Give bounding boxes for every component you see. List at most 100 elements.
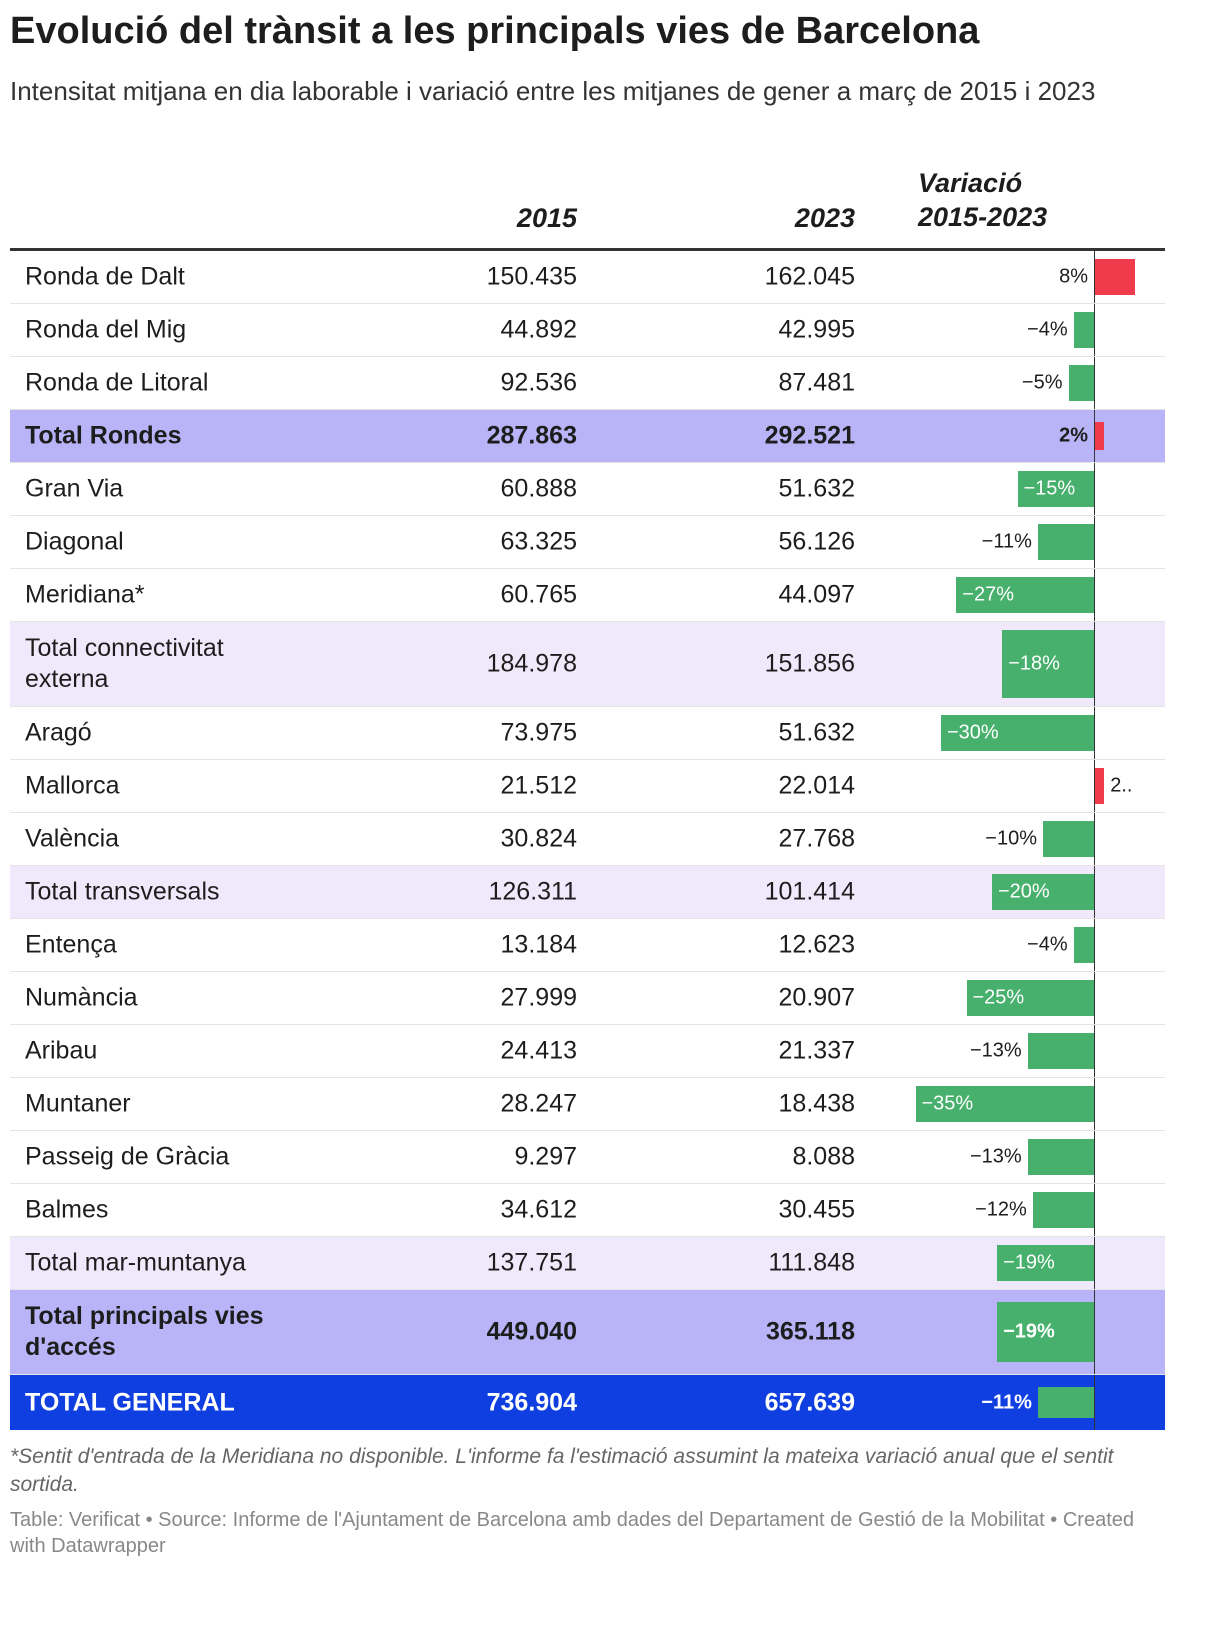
table-row: Meridiana* 60.765 44.097 −27% bbox=[10, 569, 1165, 622]
cell-2023: 42.995 bbox=[778, 315, 855, 344]
zero-line bbox=[1094, 707, 1095, 759]
table-row: Total transversals 126.311 101.414 −20% bbox=[10, 866, 1165, 919]
table-row: Numància 27.999 20.907 −25% bbox=[10, 972, 1165, 1025]
table-row: Total connectivitat externa 184.978 151.85… bbox=[10, 622, 1165, 707]
row-label: Numància bbox=[25, 983, 138, 1012]
variation-label: 2% bbox=[1059, 424, 1088, 447]
cell-2023: 30.455 bbox=[778, 1195, 855, 1224]
variation-bar bbox=[1027, 1033, 1094, 1069]
cell-2023: 44.097 bbox=[778, 580, 855, 609]
variation-label: −10% bbox=[985, 827, 1037, 850]
row-label: València bbox=[25, 824, 120, 853]
subtitle: Intensitat mitjana en dia laborable i va… bbox=[10, 76, 1096, 106]
table-row: Ronda de Dalt 150.435 162.045 8% bbox=[10, 251, 1165, 304]
zero-line bbox=[1094, 760, 1095, 812]
variation-bar bbox=[997, 1245, 1094, 1281]
variation-label: −30% bbox=[947, 721, 999, 744]
table-row: Passeig de Gràcia 9.297 8.088 −13% bbox=[10, 1131, 1165, 1184]
variation-label: −11% bbox=[981, 1391, 1032, 1413]
table-row: Ronda de Litoral 92.536 87.481 −5% bbox=[10, 357, 1165, 410]
zero-line bbox=[1094, 1078, 1095, 1130]
zero-line bbox=[1094, 1025, 1095, 1077]
table-row: Aribau 24.413 21.337 −13% bbox=[10, 1025, 1165, 1078]
variation-label: −25% bbox=[972, 986, 1025, 1009]
row-label: Passeig de Gràcia bbox=[25, 1142, 230, 1171]
zero-line bbox=[1094, 1184, 1095, 1236]
table-body: Ronda de Dalt 150.435 162.045 8% Ronda del M… bbox=[10, 251, 1165, 1430]
row-label: Gran Via bbox=[25, 474, 124, 503]
title: Evolució del trànsit a les principals vi… bbox=[10, 10, 980, 52]
zero-line bbox=[1094, 357, 1095, 409]
variation-bar bbox=[966, 980, 1094, 1016]
cell-2023: 51.632 bbox=[778, 718, 855, 747]
zero-line bbox=[1094, 516, 1095, 568]
variation-label: −13% bbox=[969, 1039, 1022, 1062]
cell-2015: 184.978 bbox=[486, 649, 577, 678]
zero-line bbox=[1094, 1290, 1095, 1374]
cell-2015: 34.612 bbox=[500, 1195, 577, 1224]
zero-line bbox=[1094, 972, 1095, 1024]
cell-2023: 365.118 bbox=[766, 1317, 855, 1346]
variation-bar bbox=[1017, 471, 1094, 507]
zero-line bbox=[1094, 569, 1095, 621]
variation-bar bbox=[1094, 768, 1105, 804]
column-header: 2023 bbox=[794, 203, 855, 233]
zero-line bbox=[1094, 1237, 1095, 1289]
variation-bar bbox=[956, 577, 1094, 613]
cell-2023: 18.438 bbox=[778, 1089, 855, 1118]
zero-line bbox=[1094, 813, 1095, 865]
zero-line bbox=[1094, 1375, 1095, 1430]
variation-label: −15% bbox=[1023, 477, 1076, 500]
zero-line bbox=[1094, 622, 1095, 706]
zero-line bbox=[1094, 251, 1095, 303]
cell-2015: 44.892 bbox=[500, 315, 577, 344]
cell-2015: 60.765 bbox=[500, 580, 577, 609]
variation-label: −4% bbox=[1027, 933, 1068, 956]
row-label: Ronda de Dalt bbox=[25, 262, 185, 291]
variation-label: −19% bbox=[1003, 1320, 1055, 1343]
table-row: València 30.824 27.768 −10% bbox=[10, 813, 1165, 866]
zero-line bbox=[1094, 1131, 1095, 1183]
table-row: Balmes 34.612 30.455 −12% bbox=[10, 1184, 1165, 1237]
variation-bar bbox=[1032, 1192, 1094, 1228]
row-label: Balmes bbox=[25, 1195, 109, 1224]
row-label: Diagonal bbox=[25, 527, 124, 556]
row-label: Aribau bbox=[25, 1036, 98, 1065]
variation-bar bbox=[1027, 1139, 1094, 1175]
cell-2023: 20.907 bbox=[778, 983, 855, 1012]
row-label: Total mar-muntanya bbox=[25, 1248, 246, 1277]
row-label: Ronda de Litoral bbox=[25, 368, 209, 397]
table-row: Muntaner 28.247 18.438 −35% bbox=[10, 1078, 1165, 1131]
variation-bar bbox=[1037, 524, 1094, 560]
variation-bar bbox=[992, 874, 1094, 910]
cell-2023: 8.088 bbox=[792, 1142, 855, 1171]
zero-line bbox=[1094, 304, 1095, 356]
cell-2023: 51.632 bbox=[778, 474, 855, 503]
row-label: Total transversals bbox=[25, 877, 220, 906]
table-row: Total Rondes 287.863 292.521 2% bbox=[10, 410, 1165, 463]
variation-label: −12% bbox=[975, 1198, 1027, 1221]
table-row: Entença 13.184 12.623 −4% bbox=[10, 919, 1165, 972]
zero-line bbox=[1094, 866, 1095, 918]
variation-bar bbox=[1043, 821, 1094, 857]
cell-2023: 22.014 bbox=[778, 771, 855, 800]
row-label: Total connectivitat externa bbox=[25, 634, 224, 693]
cell-2023: 151.856 bbox=[764, 649, 855, 678]
cell-2015: 28.247 bbox=[500, 1089, 577, 1118]
cell-2015: 63.325 bbox=[500, 527, 577, 556]
cell-2015: 21.512 bbox=[500, 771, 577, 800]
variation-label: −27% bbox=[962, 583, 1015, 606]
variation-bar bbox=[1073, 927, 1094, 963]
cell-2015: 126.311 bbox=[488, 877, 577, 906]
variation-label: −18% bbox=[1008, 652, 1060, 675]
table-row: Total mar-muntanya 137.751 111.848 −19% bbox=[10, 1237, 1165, 1290]
variation-label: −5% bbox=[1021, 371, 1063, 394]
row-label: Ronda del Mig bbox=[25, 315, 187, 344]
source: Table: Verificat • Source: Informe de l'… bbox=[10, 1509, 1134, 1557]
cell-2015: 92.536 bbox=[500, 368, 577, 397]
cell-2023: 101.414 bbox=[764, 877, 855, 906]
table-row: Aragó 73.975 51.632 −30% bbox=[10, 707, 1165, 760]
variation-label: 2.. bbox=[1110, 774, 1133, 797]
cell-2023: 27.768 bbox=[778, 824, 855, 853]
